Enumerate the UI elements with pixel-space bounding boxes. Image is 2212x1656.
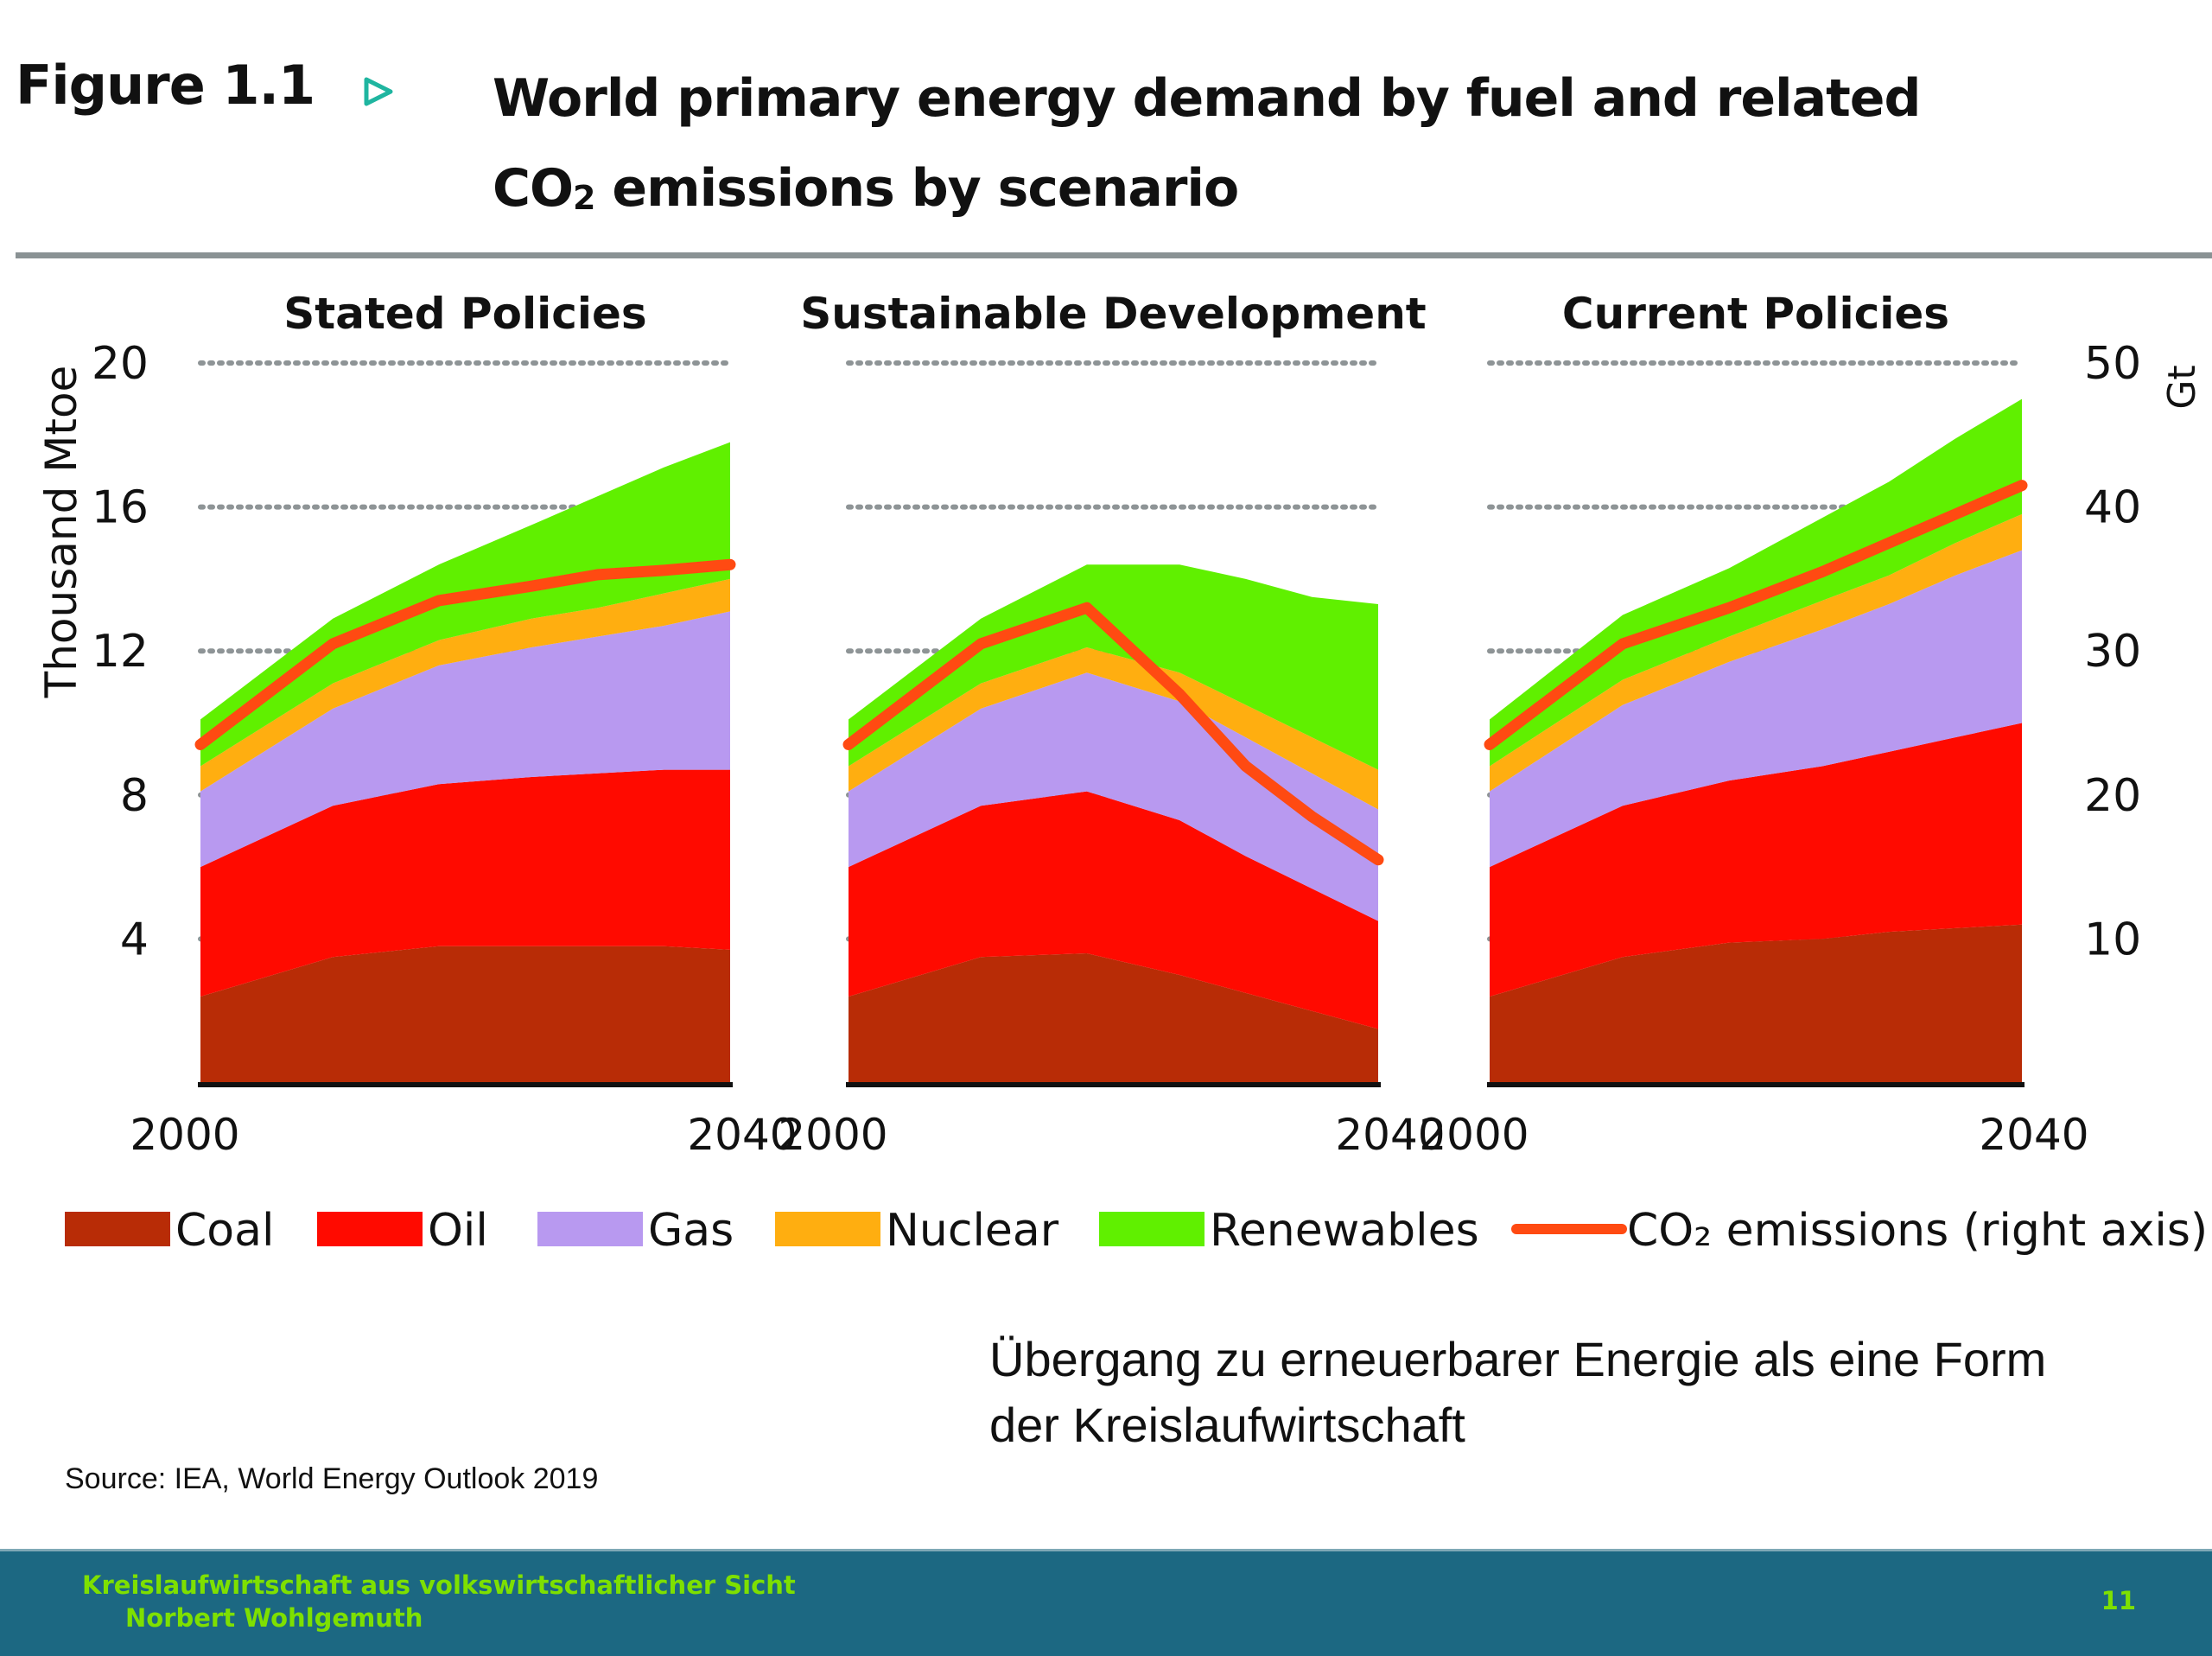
title-subscript: 2 (573, 179, 595, 217)
panel-title: Stated Policies (283, 289, 646, 339)
y-right-tick-label: 20 (2084, 770, 2141, 822)
legend-swatch-oil (317, 1212, 423, 1246)
y-tick-label: 16 (92, 482, 149, 534)
y-tick-label: 12 (92, 626, 149, 678)
area-coal-1 (849, 953, 1378, 1083)
x-tick-label: 2040 (687, 1110, 797, 1160)
area-gas-0 (200, 611, 730, 868)
legend-swatch-gas (537, 1212, 643, 1246)
slide-footer: Kreislaufwirtschaft aus volkswirtschaftl… (0, 1549, 2212, 1656)
y-right-tick-label: 10 (2084, 914, 2141, 965)
title-rest: emissions by scenario (594, 158, 1239, 219)
y-tick-label: 4 (120, 914, 149, 965)
triangle-right-icon (364, 77, 393, 106)
slide-caption: Übergang zu erneuerbarer Energie als ein… (989, 1327, 2113, 1458)
legend-label: Oil (428, 1205, 488, 1257)
x-tick-label: 2040 (1335, 1110, 1445, 1160)
area-coal-2 (1490, 924, 2022, 1083)
figure-title: World primary energy demand by fuel and … (493, 54, 2134, 243)
source-note: Source: IEA, World Energy Outlook 2019 (65, 1462, 599, 1495)
caption-line2: der Kreislaufwirtschaft (989, 1398, 1465, 1452)
x-tick-label: 2000 (130, 1110, 239, 1160)
area-oil-0 (200, 769, 730, 997)
area-oil-2 (1490, 723, 2022, 997)
footer-title: Kreislaufwirtschaft aus volkswirtschaftl… (82, 1570, 796, 1600)
panel-title: Current Policies (1562, 289, 1949, 339)
area-gas-2 (1490, 550, 2022, 868)
x-tick-label: 2040 (1979, 1110, 2088, 1160)
figure-title-line2: CO2 emissions by scenario (493, 143, 2134, 243)
area-renewables-2 (1490, 398, 2022, 767)
area-oil-1 (849, 791, 1378, 1029)
area-renewables-1 (849, 564, 1378, 770)
legend-label: Gas (648, 1205, 734, 1257)
page-number: 11 (2101, 1586, 2136, 1615)
area-nuclear-0 (200, 578, 730, 792)
legend-swatch-nuclear (775, 1212, 880, 1246)
title-co: CO (493, 158, 574, 219)
y-axis-label: Thousand Mtoe (36, 366, 86, 699)
y-right-tick-label: 40 (2084, 482, 2141, 534)
y-tick-label: 20 (92, 338, 149, 390)
area-nuclear-2 (1490, 513, 2022, 792)
y-right-axis-label: Gt (2160, 365, 2204, 409)
figure-title-line1: World primary energy demand by fuel and … (493, 68, 1921, 129)
area-gas-1 (849, 672, 1378, 921)
legend-label: CO₂ emissions (right axis) (1627, 1205, 2208, 1257)
title-divider (16, 252, 2212, 258)
x-tick-label: 2000 (1419, 1110, 1529, 1160)
x-tick-label: 2000 (778, 1110, 887, 1160)
figure-label: Figure 1.1 (16, 54, 315, 117)
y-right-tick-label: 50 (2084, 338, 2141, 390)
panel-title: Sustainable Development (800, 289, 1426, 339)
legend-label: Coal (175, 1205, 274, 1257)
area-nuclear-1 (849, 647, 1378, 810)
y-right-tick-label: 30 (2084, 626, 2141, 678)
legend-swatch-coal (65, 1212, 170, 1246)
legend-swatch-renewables (1099, 1212, 1205, 1246)
co2-line-2 (1484, 480, 2028, 750)
y-tick-label: 8 (120, 770, 149, 822)
co2-line-1 (842, 602, 1384, 866)
co2-line-0 (194, 558, 736, 750)
footer-author: Norbert Wohlgemuth (125, 1603, 423, 1633)
legend-label: Renewables (1210, 1205, 1479, 1257)
caption-line1: Übergang zu erneuerbarer Energie als ein… (989, 1332, 2047, 1386)
area-renewables-0 (200, 442, 730, 767)
legend-label: Nuclear (886, 1205, 1059, 1257)
area-coal-0 (200, 946, 730, 1083)
